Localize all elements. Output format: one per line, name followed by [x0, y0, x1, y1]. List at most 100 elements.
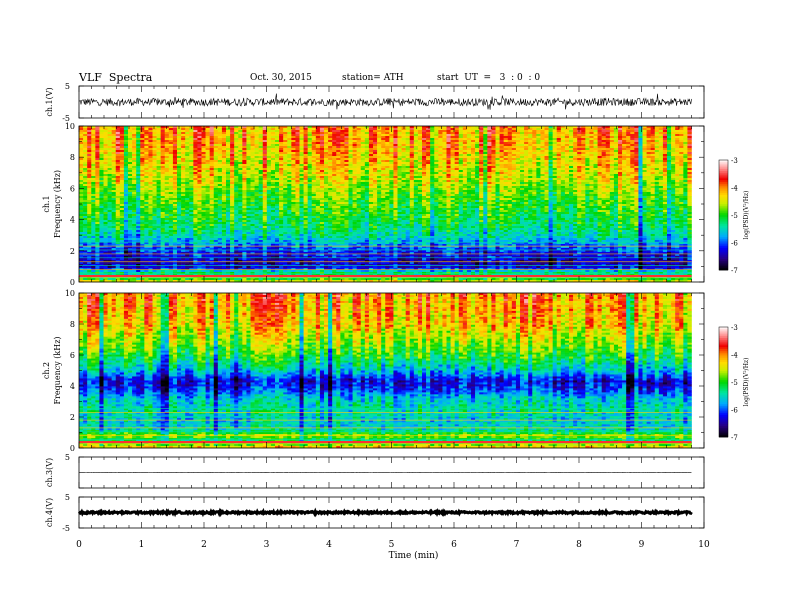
- spectrogram-cell: [300, 138, 304, 140]
- spectrogram-cell: [687, 174, 691, 176]
- spectrogram-cell: [471, 130, 475, 132]
- spectrogram-cell: [671, 180, 675, 182]
- spectrogram-cell: [663, 132, 667, 134]
- spectrogram-cell: [577, 152, 581, 154]
- spectrogram-cell: [279, 130, 283, 132]
- spectrogram-cell: [144, 168, 148, 170]
- spectrogram-cell: [430, 132, 434, 134]
- spectrogram-cell: [112, 138, 116, 140]
- spectrogram-cell: [344, 144, 348, 146]
- spectrogram-cell: [508, 168, 512, 170]
- spectrogram-cell: [524, 132, 528, 134]
- spectrogram-cell: [667, 152, 671, 154]
- spectrogram-cell: [643, 164, 647, 166]
- spectrogram-cell: [361, 144, 365, 146]
- spectrogram-cell: [634, 158, 638, 160]
- spectrogram-cell: [602, 162, 606, 164]
- spectrogram-cell: [202, 134, 206, 136]
- spectrogram-cell: [300, 144, 304, 146]
- spectrogram-cell: [577, 188, 581, 190]
- spectrogram-cell: [165, 148, 169, 150]
- spectrogram-cell: [324, 164, 328, 166]
- spectrogram-cell: [500, 162, 504, 164]
- spectrogram-cell: [577, 178, 581, 180]
- spectrogram-cell: [463, 160, 467, 162]
- spectrogram-cell: [410, 172, 414, 174]
- spectrogram-cell: [393, 156, 397, 158]
- spectrogram-cell: [271, 156, 275, 158]
- spectrogram-cell: [153, 182, 157, 184]
- spectrogram-cell: [124, 190, 128, 192]
- spectrogram-cell: [634, 154, 638, 156]
- spectrogram-cell: [545, 142, 549, 144]
- spectrogram-cell: [328, 150, 332, 152]
- spectrogram-cell: [238, 166, 242, 168]
- spectrogram-cell: [336, 160, 340, 162]
- spectrogram-cell: [214, 178, 218, 180]
- spectrogram-cell: [442, 182, 446, 184]
- spectrogram-cell: [181, 130, 185, 132]
- spectrogram-cell: [398, 162, 402, 164]
- spectrogram-cell: [602, 164, 606, 166]
- spectrogram-cell: [638, 134, 642, 136]
- spectrogram-cell: [169, 144, 173, 146]
- spectrogram-cell: [659, 174, 663, 176]
- spectrogram-cell: [332, 188, 336, 190]
- spectrogram-cell: [373, 134, 377, 136]
- spectrogram-cell: [630, 184, 634, 186]
- spectrogram-cell: [610, 160, 614, 162]
- spectrogram-cell: [120, 166, 124, 168]
- spectrogram-cell: [197, 154, 201, 156]
- spectrogram-cell: [128, 146, 132, 148]
- spectrogram-cell: [557, 142, 561, 144]
- spectrogram-cell: [504, 188, 508, 190]
- spectrogram-cell: [455, 150, 459, 152]
- spectrogram-cell: [581, 160, 585, 162]
- spectrogram-cell: [438, 150, 442, 152]
- spectrogram-cell: [279, 160, 283, 162]
- spectrogram-cell: [581, 180, 585, 182]
- spectrogram-cell: [377, 160, 381, 162]
- spectrogram-cell: [177, 180, 181, 182]
- spectrogram-cell: [598, 178, 602, 180]
- spectrogram-cell: [434, 150, 438, 152]
- spectrogram-cell: [251, 178, 255, 180]
- spectrogram-cell: [181, 138, 185, 140]
- spectrogram-cell: [414, 156, 418, 158]
- spectrogram-cell: [643, 176, 647, 178]
- spectrogram-cell: [418, 136, 422, 138]
- spectrogram-cell: [144, 176, 148, 178]
- spectrogram-cell: [238, 186, 242, 188]
- spectrogram-cell: [365, 182, 369, 184]
- spectrogram-cell: [161, 174, 165, 176]
- spectrogram-cell: [365, 170, 369, 172]
- spectrogram-cell: [222, 146, 226, 148]
- spectrogram-cell: [581, 170, 585, 172]
- spectrogram-cell: [222, 134, 226, 136]
- spectrogram-cell: [361, 142, 365, 144]
- spectrogram-cell: [626, 182, 630, 184]
- spectrogram-cell: [344, 130, 348, 132]
- spectrogram-cell: [263, 176, 267, 178]
- spectrogram-cell: [361, 166, 365, 168]
- spectrogram-cell: [451, 154, 455, 156]
- spectrogram-cell: [238, 176, 242, 178]
- spectrogram-cell: [161, 166, 165, 168]
- spectrogram-cell: [206, 146, 210, 148]
- spectrogram-cell: [414, 132, 418, 134]
- spectrogram-cell: [349, 138, 353, 140]
- spectrogram-cell: [512, 160, 516, 162]
- spectrogram-cell: [414, 172, 418, 174]
- spectrogram-cell: [455, 138, 459, 140]
- spectrogram-cell: [193, 174, 197, 176]
- spectrogram-cell: [214, 188, 218, 190]
- spectrogram-cell: [144, 132, 148, 134]
- spectrogram-cell: [675, 146, 679, 148]
- spectrogram-cell: [169, 184, 173, 186]
- spectrogram-cell: [312, 158, 316, 160]
- spectrogram-cell: [434, 138, 438, 140]
- spectrogram-cell: [148, 190, 152, 192]
- spectrogram-cell: [124, 164, 128, 166]
- spectrogram-cell: [99, 174, 103, 176]
- spectrogram-cell: [328, 174, 332, 176]
